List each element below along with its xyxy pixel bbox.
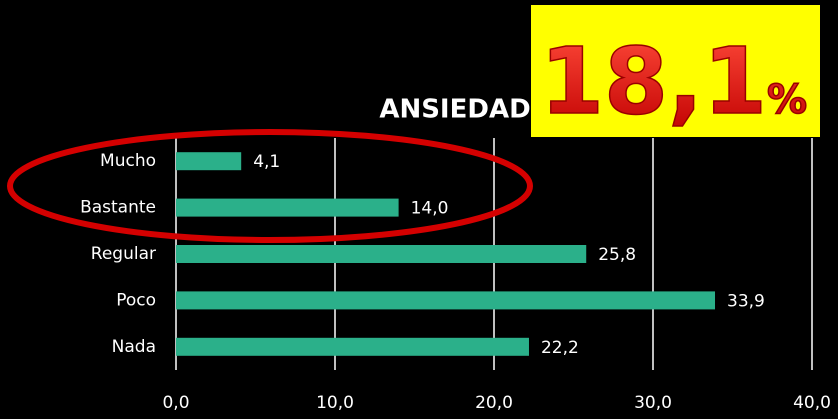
- highlight-ellipse: [7, 129, 533, 243]
- x-tick-label: 10,0: [316, 393, 354, 413]
- bar: [176, 198, 399, 217]
- chart-title: ANSIEDAD: [379, 95, 530, 125]
- value-label: 4,1: [253, 152, 280, 172]
- value-label: 25,8: [598, 245, 636, 265]
- value-label: 33,9: [727, 291, 765, 311]
- y-tick-label: Mucho: [100, 151, 156, 171]
- highlight-text: 18,1%: [540, 28, 807, 135]
- bar: [176, 291, 716, 310]
- y-tick-label: Poco: [116, 290, 156, 310]
- highlight-box: [531, 5, 820, 137]
- bar: [176, 245, 587, 263]
- x-tick-label: 0,0: [162, 393, 189, 413]
- highlight-number: 18,1: [540, 28, 767, 135]
- bar: [176, 337, 529, 356]
- x-tick-label: 40,0: [793, 393, 831, 413]
- highlight-unit: %: [767, 77, 807, 123]
- bar: [176, 152, 242, 171]
- value-label: 14,0: [411, 199, 449, 219]
- y-tick-label: Regular: [91, 244, 156, 264]
- value-label: 22,2: [541, 338, 579, 358]
- x-tick-label: 20,0: [475, 393, 513, 413]
- x-tick-label: 30,0: [634, 393, 672, 413]
- y-tick-label: Bastante: [80, 198, 156, 218]
- y-tick-label: Nada: [112, 337, 156, 357]
